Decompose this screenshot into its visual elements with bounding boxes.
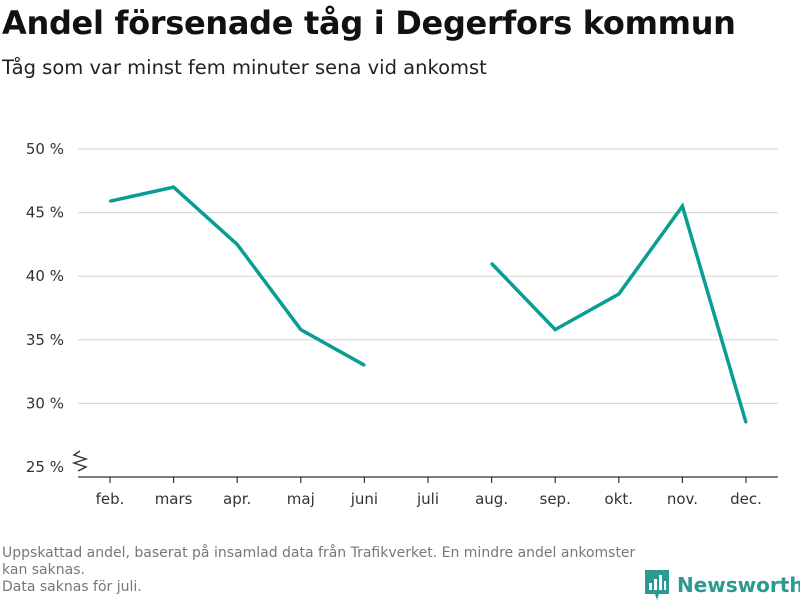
- x-tick-label: nov.: [667, 490, 698, 508]
- x-tick-label: juli: [416, 490, 439, 508]
- axis-break-icon: [71, 450, 89, 472]
- x-tick-label: apr.: [223, 490, 251, 508]
- x-tick-label: aug.: [475, 490, 508, 508]
- y-axis-labels: 25 % 30 % 35 % 40 % 45 % 50 %: [26, 140, 64, 476]
- x-tick-label: sep.: [540, 490, 571, 508]
- footnote-line: Data saknas för juli.: [2, 579, 142, 595]
- series-line-segment: [490, 202, 748, 423]
- x-tick-label: feb.: [96, 490, 125, 508]
- y-tick-label: 30 %: [26, 394, 64, 412]
- chart-title: Andel försenade tåg i Degerfors kommun: [2, 4, 736, 42]
- x-tick-label: maj: [287, 490, 315, 508]
- footnote: Uppskattad andel, baserat på insamlad da…: [2, 545, 642, 596]
- data-series: [108, 185, 748, 424]
- axis-break-zigzag: [71, 450, 89, 472]
- y-tick-label: 45 %: [26, 204, 64, 222]
- x-tick-label: dec.: [730, 490, 762, 508]
- x-axis: [78, 476, 778, 483]
- data-point: [363, 364, 366, 367]
- data-point: [554, 328, 557, 331]
- grid-lines: [78, 148, 778, 404]
- data-point: [490, 262, 493, 265]
- data-point: [108, 199, 112, 203]
- brand-name: Newsworthy: [677, 573, 800, 597]
- data-point: [172, 185, 175, 189]
- y-tick-label: 40 %: [26, 267, 64, 285]
- brand-logo: Newsworthy: [645, 570, 800, 600]
- x-axis-labels: feb. mars apr. maj juni juli aug. sep. okt. nov. d…: [96, 490, 762, 508]
- x-tick-label: mars: [155, 490, 193, 508]
- data-point: [681, 205, 684, 208]
- y-tick-label: 50 %: [26, 140, 64, 158]
- x-tick-label: okt.: [605, 490, 634, 508]
- newsworthy-bar-chart-icon: [645, 570, 669, 600]
- footnote-line: Uppskattad andel, baserat på insamlad da…: [2, 545, 636, 578]
- x-tick-label: juni: [350, 490, 378, 508]
- y-tick-label: 35 %: [26, 331, 64, 349]
- data-point: [236, 243, 239, 246]
- data-point: [617, 292, 620, 296]
- data-point: [744, 421, 748, 424]
- chart-subtitle: Tåg som var minst fem minuter sena vid a…: [2, 56, 487, 79]
- y-tick-label: 25 %: [26, 458, 64, 476]
- data-point: [299, 328, 302, 331]
